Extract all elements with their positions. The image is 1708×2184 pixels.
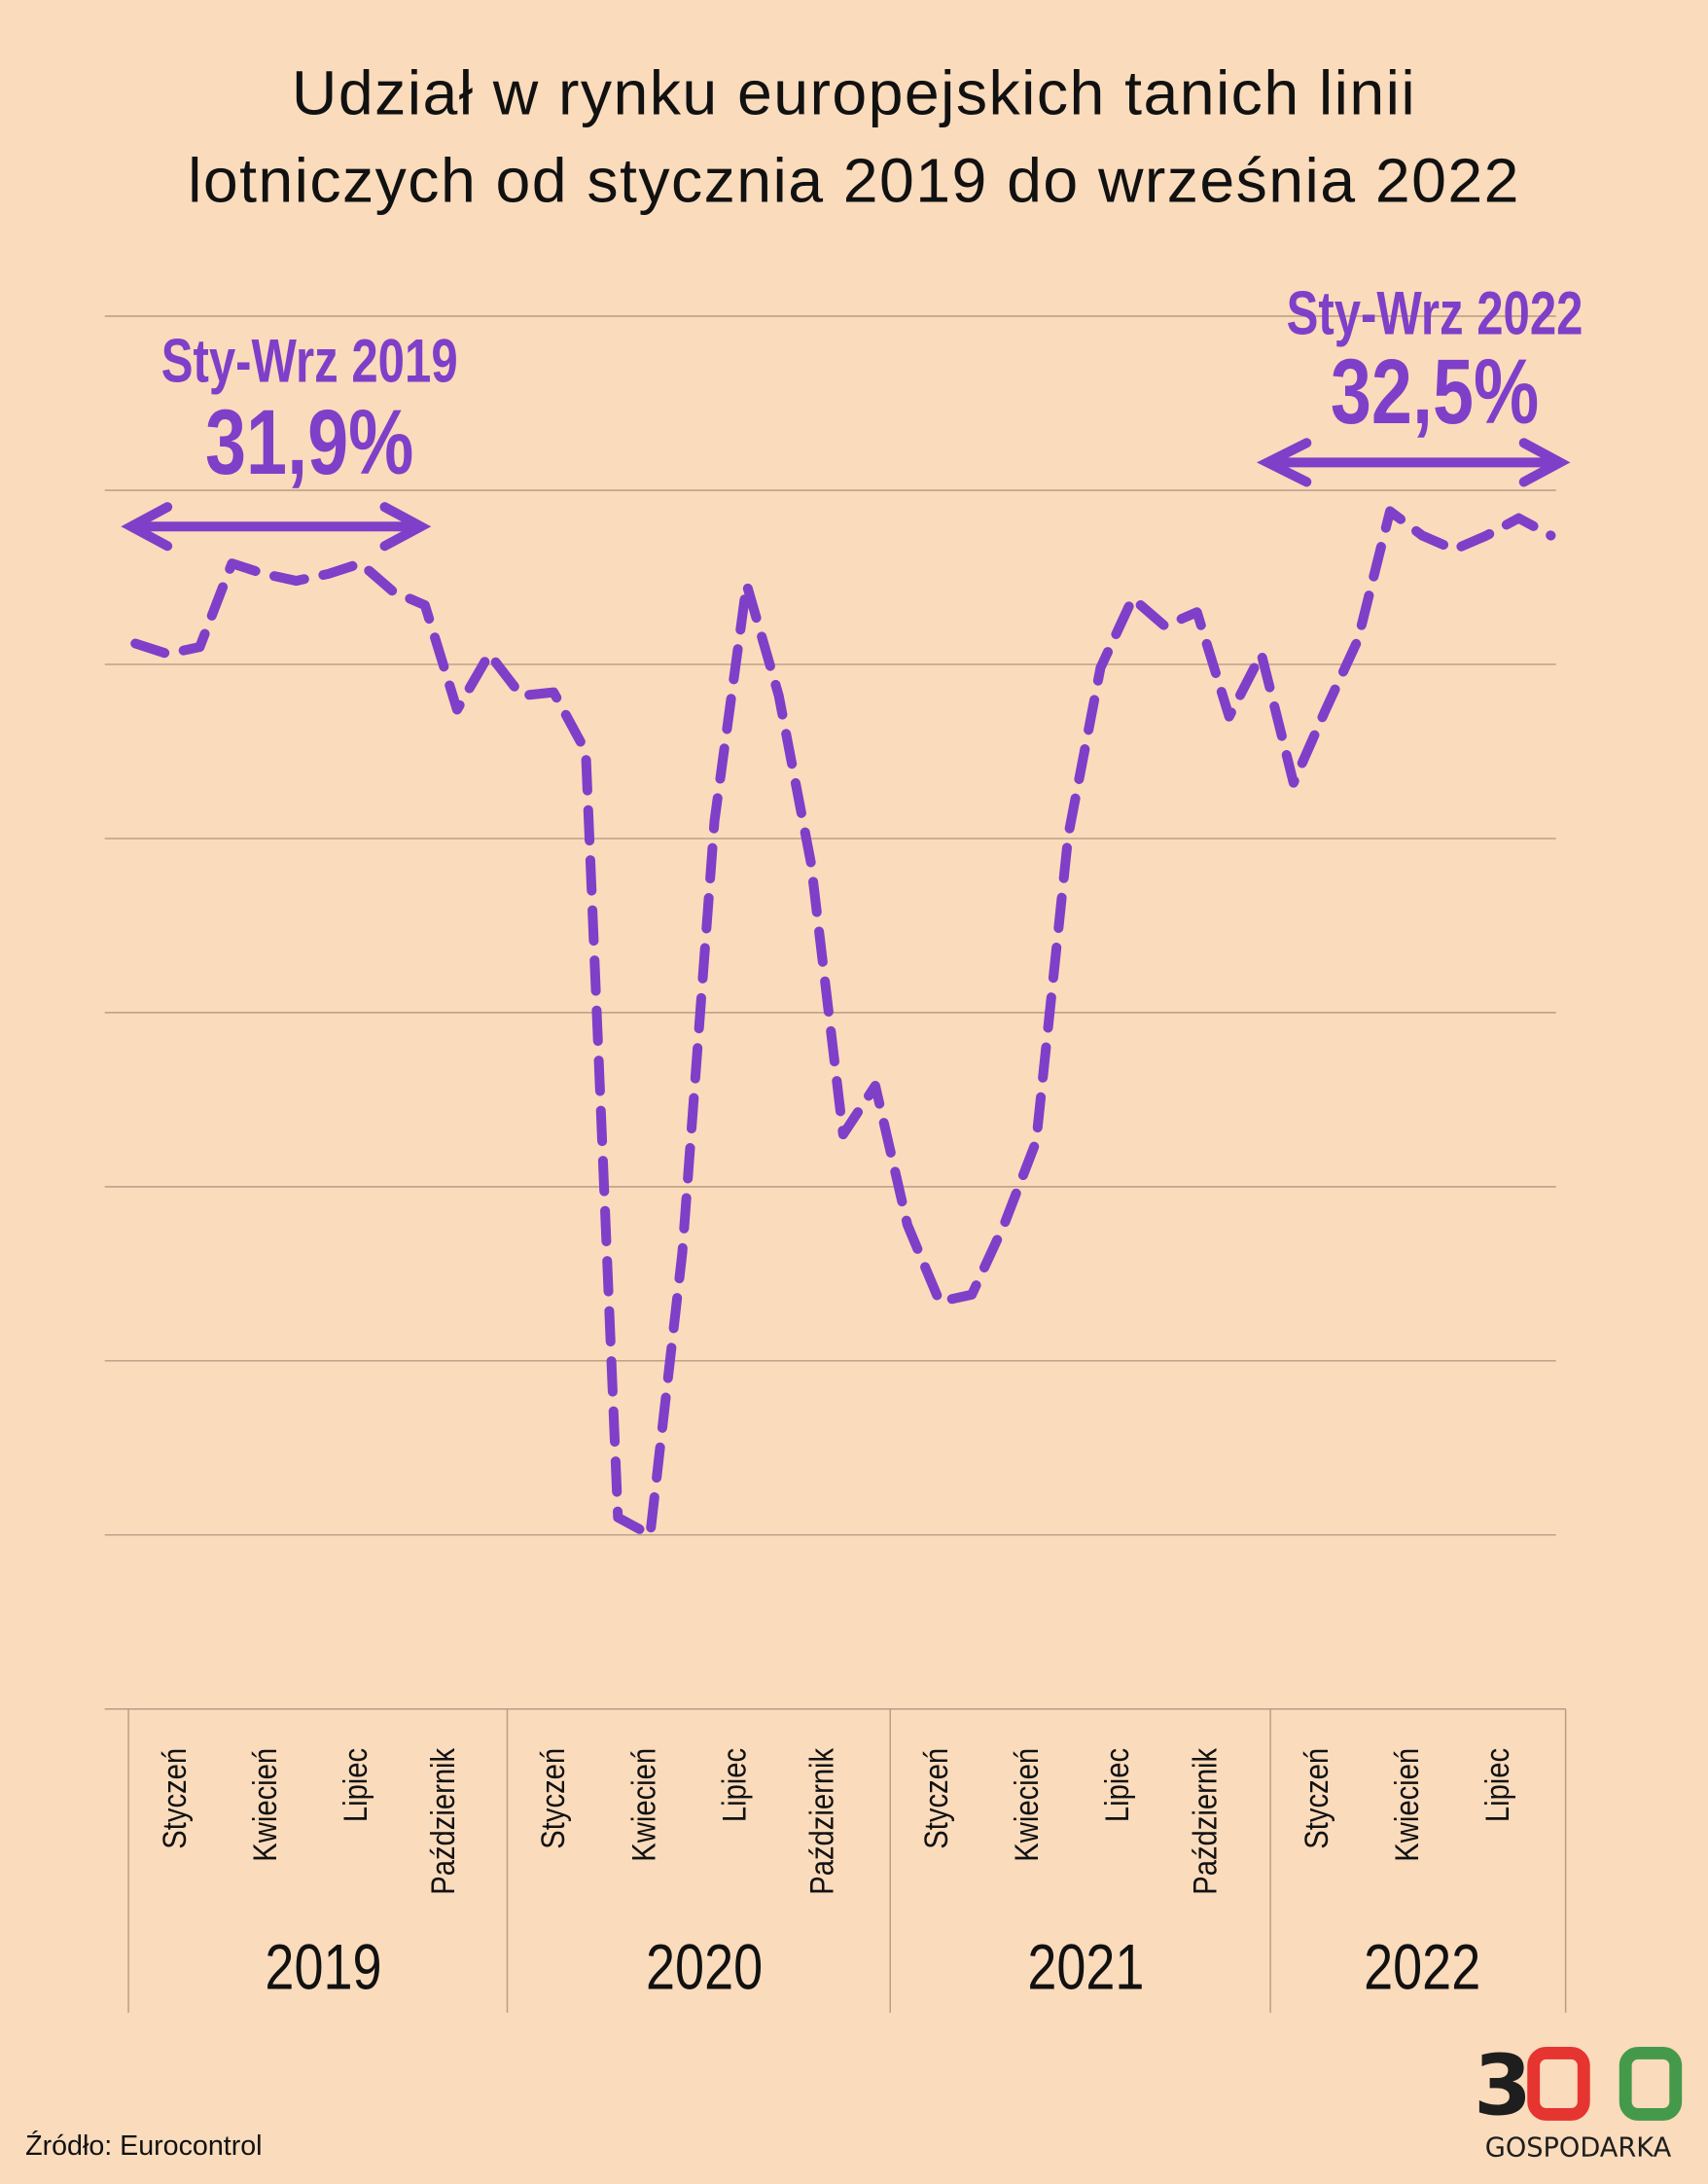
data-point — [131, 639, 140, 648]
year-label: 2020 — [646, 1930, 763, 2002]
data-point — [710, 817, 719, 826]
data-point — [1322, 705, 1331, 714]
data-point — [872, 1082, 880, 1091]
data-point — [292, 577, 301, 586]
month-tick-label: Październik — [424, 1748, 462, 1895]
month-tick-label: Październik — [1186, 1748, 1224, 1895]
data-point — [421, 601, 430, 610]
month-tick-label: Kwiecień — [1388, 1748, 1426, 1862]
data-point — [1514, 514, 1523, 522]
data-point — [1354, 636, 1363, 645]
month-tick-label: Styczeń — [917, 1748, 955, 1849]
data-point — [550, 688, 558, 697]
annotation-2019-value: 31,9% — [205, 392, 413, 494]
month-tick-label: Kwiecień — [246, 1748, 284, 1862]
month-tick-label: Lipiec — [1478, 1748, 1516, 1822]
month-tick-label: Lipiec — [715, 1748, 753, 1822]
month-tick-label: Lipiec — [337, 1748, 374, 1822]
month-tick-label: Październik — [802, 1748, 840, 1895]
logo-digit-3: 3 — [1474, 2037, 1532, 2134]
data-point — [904, 1221, 912, 1230]
month-tick-label: Styczeń — [156, 1748, 194, 1849]
annotation-2019: Sty-Wrz 2019 31,9% — [121, 326, 458, 552]
annotation-2019-label: Sty-Wrz 2019 — [161, 326, 458, 394]
data-point — [1450, 546, 1459, 555]
month-tick-label: Styczeń — [534, 1748, 572, 1849]
annotation-2022-label: Sty-Wrz 2022 — [1287, 279, 1583, 347]
year-label: 2021 — [1027, 1930, 1144, 2002]
data-point — [485, 650, 494, 659]
data-point — [839, 1130, 848, 1139]
data-point — [453, 705, 462, 714]
data-point — [646, 1531, 655, 1540]
annotation-2022-value: 32,5% — [1331, 341, 1539, 444]
data-point — [1547, 531, 1555, 540]
data-point — [774, 692, 783, 700]
logo-zero-red — [1527, 2046, 1590, 2121]
data-point — [1482, 531, 1491, 540]
logo-zero-green — [1619, 2046, 1683, 2121]
chart-title-line-2: lotniczych od stycznia 2019 do września … — [188, 146, 1520, 216]
data-point — [582, 747, 590, 756]
data-point — [1064, 831, 1073, 840]
month-tick-label: Kwiecień — [624, 1748, 662, 1862]
source-note: Źródło: Eurocontrol — [25, 2130, 262, 2162]
month-tick-label: Styczeń — [1298, 1748, 1335, 1849]
data-point — [678, 1249, 687, 1258]
data-point — [1290, 778, 1299, 787]
double-arrow-icon — [1257, 438, 1571, 487]
series-path — [130, 506, 1556, 1540]
month-tick-label: Lipiec — [1098, 1748, 1136, 1822]
year-label: 2019 — [265, 1930, 381, 2002]
data-point — [1192, 608, 1201, 617]
data-point — [517, 692, 526, 700]
chart-title-line-1: Udział w rynku europejskich tanich linii — [292, 57, 1416, 127]
data-point — [196, 643, 204, 652]
month-tick-label: Kwiecień — [1008, 1748, 1046, 1862]
data-point — [806, 859, 815, 868]
data-point — [1160, 622, 1169, 630]
data-point — [1032, 1137, 1041, 1146]
logo: 3 GOSPODARKA — [1474, 2037, 1683, 2163]
data-point — [742, 580, 751, 589]
data-point — [389, 587, 398, 595]
data-point — [260, 570, 268, 579]
data-point — [324, 570, 333, 579]
x-axis: Styczeń Kwiecień Lipiec Październik 2019 Styc… — [127, 1708, 1567, 2013]
data-point — [1386, 507, 1395, 516]
annotation-2022: Sty-Wrz 2022 32,5% — [1257, 279, 1583, 487]
data-point — [968, 1291, 977, 1300]
data-point — [1418, 531, 1427, 540]
data-point — [1225, 712, 1233, 721]
data-point — [163, 650, 172, 659]
data-point — [356, 559, 365, 568]
data-point — [614, 1514, 623, 1522]
data-point — [1000, 1221, 1009, 1230]
data-point — [228, 559, 236, 568]
data-point — [1257, 650, 1265, 659]
data-point — [1128, 594, 1137, 603]
data-point — [1096, 663, 1105, 672]
double-arrow-icon — [121, 502, 432, 552]
year-label: 2022 — [1364, 1930, 1480, 2002]
logo-text: GOSPODARKA — [1485, 2132, 1672, 2163]
series-line — [130, 506, 1556, 1540]
data-point — [936, 1298, 944, 1307]
